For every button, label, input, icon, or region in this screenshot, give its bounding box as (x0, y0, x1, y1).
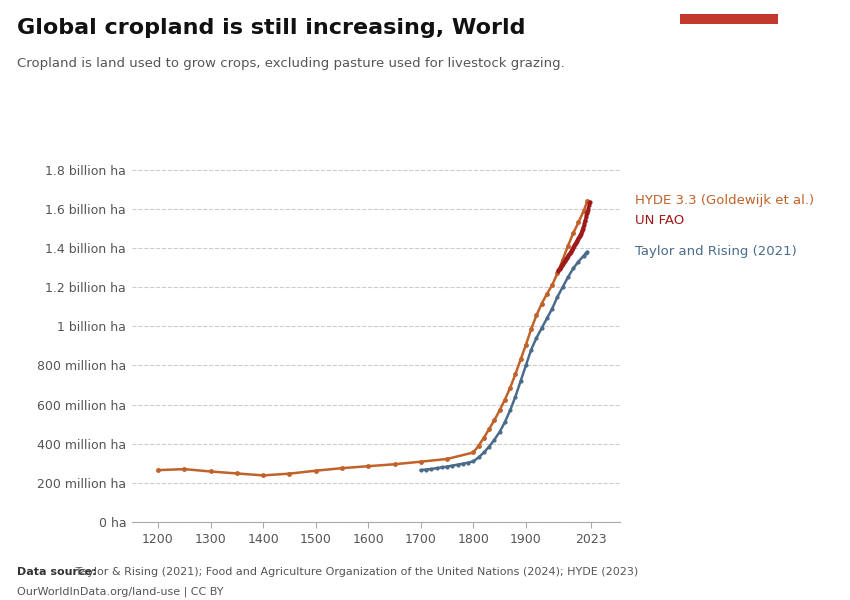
Text: Global cropland is still increasing, World: Global cropland is still increasing, Wor… (17, 18, 525, 38)
Bar (680, 14, 778, 24)
Text: HYDE 3.3 (Goldewijk et al.): HYDE 3.3 (Goldewijk et al.) (635, 194, 814, 208)
Text: Our World
in Data: Our World in Data (701, 34, 756, 58)
Text: OurWorldInData.org/land-use | CC BY: OurWorldInData.org/land-use | CC BY (17, 587, 224, 598)
Text: Taylor and Rising (2021): Taylor and Rising (2021) (635, 245, 797, 259)
Text: Cropland is land used to grow crops, excluding pasture used for livestock grazin: Cropland is land used to grow crops, exc… (17, 57, 564, 70)
Text: UN FAO: UN FAO (635, 214, 684, 227)
Text: Taylor & Rising (2021); Food and Agriculture Organization of the United Nations : Taylor & Rising (2021); Food and Agricul… (72, 567, 638, 577)
Text: Data source:: Data source: (17, 567, 97, 577)
